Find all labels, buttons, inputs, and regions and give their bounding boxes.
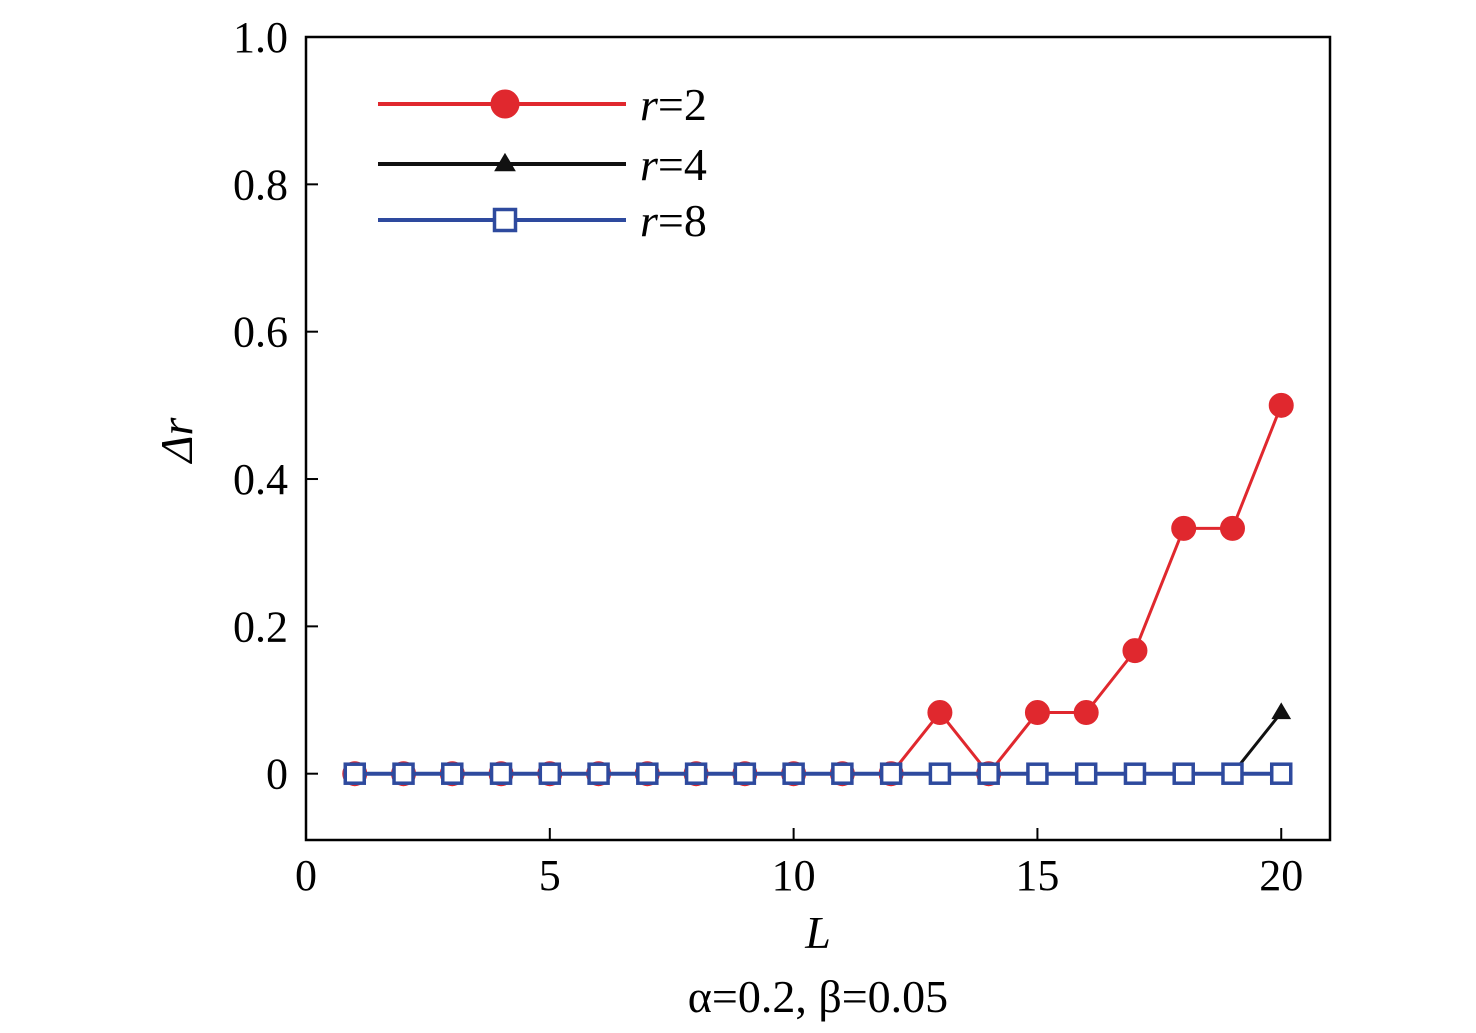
- legend-label-value: =2: [658, 79, 707, 130]
- x-tick-label: 0: [295, 851, 317, 900]
- data-point-r-2-13: [927, 700, 953, 726]
- x-tick-label: 5: [539, 851, 561, 900]
- series-r-8: [343, 762, 1293, 785]
- data-point-r-8-15: [1026, 762, 1049, 785]
- data-point-r-8-5: [538, 762, 562, 785]
- series-layer: [342, 392, 1294, 787]
- y-tick-label: 0: [266, 750, 288, 799]
- legend: r=2r=4r=8: [378, 79, 707, 246]
- y-tick-label: 0.4: [233, 455, 288, 504]
- data-point-r-8-16: [1074, 762, 1098, 785]
- legend-label: r=8: [640, 195, 707, 246]
- data-point-r-8-6: [587, 762, 610, 785]
- x-axis-label: L: [804, 907, 831, 958]
- data-point-r-2-19: [1219, 515, 1245, 541]
- series-line-r-2: [354, 404, 1283, 777]
- y-tick-label: 1.0: [233, 13, 288, 62]
- legend-marker: [494, 152, 516, 172]
- y-tick-label: 0.6: [233, 308, 288, 357]
- data-point-r-8-7: [636, 762, 659, 785]
- data-point-r-2-16: [1073, 700, 1099, 726]
- legend-item-r-4: r=4: [378, 139, 707, 190]
- legend-item-r-8: r=8: [378, 195, 707, 246]
- series-r-4: [344, 702, 1292, 781]
- data-point-r-8-1: [343, 762, 367, 785]
- legend-label: r=2: [640, 79, 707, 130]
- data-point-r-2-18: [1171, 515, 1197, 541]
- series-r-2: [342, 392, 1294, 787]
- x-tick-label: 20: [1259, 851, 1303, 900]
- data-point-r-8-4: [489, 762, 513, 785]
- data-point-r-8-17: [1123, 762, 1147, 785]
- data-point-r-2-20: [1268, 392, 1294, 418]
- plot-frame: [304, 35, 1332, 842]
- data-point-r-8-8: [684, 762, 708, 785]
- data-point-r-2-17: [1122, 638, 1148, 664]
- y-tick-label: 0.8: [233, 160, 288, 209]
- legend-label-var: r: [640, 195, 659, 246]
- data-point-r-8-19: [1221, 762, 1244, 785]
- legend-label-var: r: [640, 79, 659, 130]
- data-point-r-8-10: [782, 762, 805, 785]
- legend-label-var: r: [640, 139, 659, 190]
- data-point-r-8-13: [928, 762, 952, 785]
- data-point-r-8-11: [831, 762, 854, 785]
- chart-caption: α=0.2, β=0.05: [688, 971, 948, 1022]
- legend-label-value: =8: [658, 195, 707, 246]
- data-point-r-2-15: [1024, 700, 1050, 726]
- legend-marker: [492, 207, 518, 233]
- data-point-r-8-2: [392, 762, 415, 785]
- legend-label-value: =4: [658, 139, 707, 190]
- y-tick-label: 0.2: [233, 602, 288, 651]
- axes-layer: 0 5 10 15 20 0 0.2 0.4 0.6 0.8 1.0: [233, 13, 1303, 900]
- data-point-r-8-9: [733, 762, 757, 785]
- data-point-r-8-3: [441, 762, 464, 785]
- data-point-r-8-20: [1269, 762, 1293, 785]
- legend-item-r-2: r=2: [378, 79, 707, 130]
- legend-marker: [490, 89, 520, 119]
- x-tick-label: 10: [772, 851, 816, 900]
- data-point-r-8-14: [977, 762, 1000, 785]
- legend-label: r=4: [640, 139, 707, 190]
- data-point-r-8-12: [879, 762, 903, 785]
- data-point-r-8-18: [1172, 762, 1195, 785]
- y-axis-label: Δr: [151, 416, 202, 464]
- data-point-r-4-20: [1271, 702, 1292, 720]
- x-tick-label: 15: [1015, 851, 1059, 900]
